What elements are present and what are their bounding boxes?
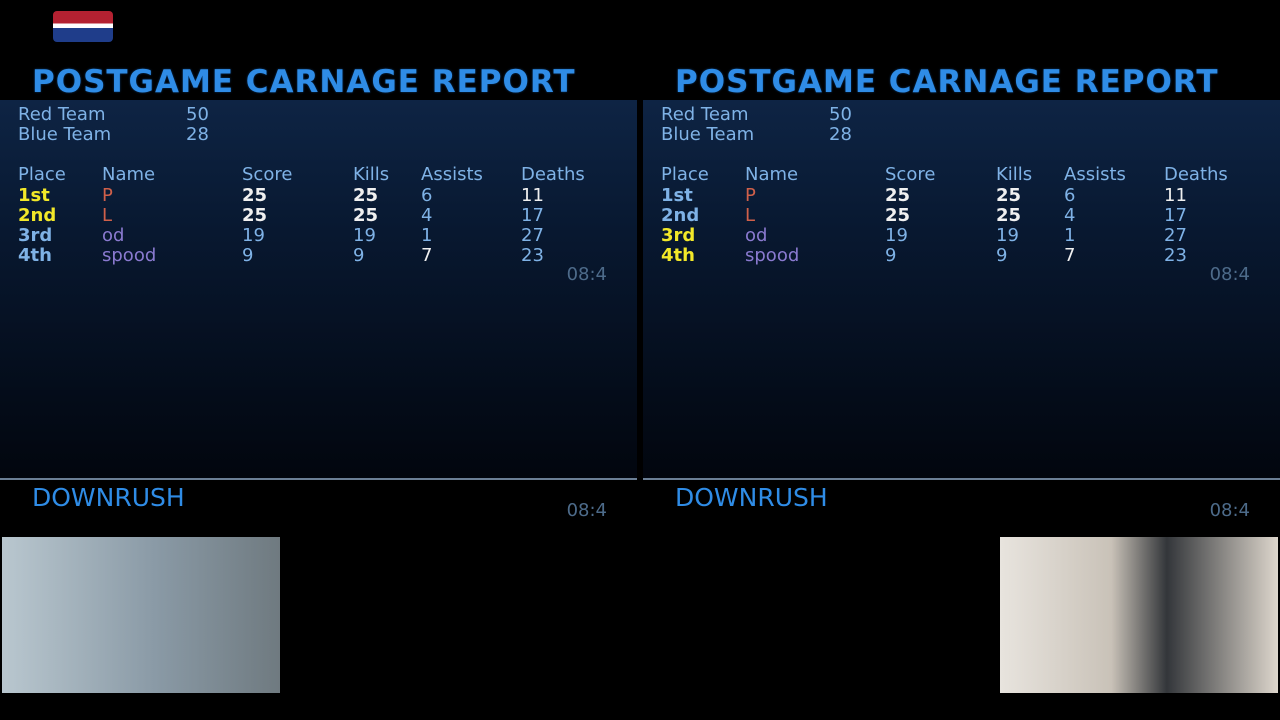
column-header: Assists — [1064, 164, 1126, 185]
column-header: Deaths — [1164, 164, 1228, 185]
stat-assists: 4 — [1064, 205, 1076, 226]
column-header: Score — [885, 164, 936, 185]
stat-deaths: 17 — [521, 205, 544, 226]
column-header: Kills — [353, 164, 390, 185]
team-name: Red Team — [18, 104, 106, 125]
stat-kills: 19 — [353, 225, 376, 246]
stat-kills: 25 — [996, 185, 1022, 206]
stat-place: 1st — [661, 185, 693, 206]
stat-deaths: 11 — [1164, 185, 1187, 206]
stat-place: 3rd — [18, 225, 53, 246]
stat-score: 19 — [242, 225, 265, 246]
stat-score: 9 — [242, 245, 254, 266]
stat-deaths: 23 — [1164, 245, 1187, 266]
stat-kills: 9 — [996, 245, 1008, 266]
stat-name: spood — [102, 245, 157, 266]
webcam — [2, 537, 280, 693]
stat-name: L — [745, 205, 756, 226]
stat-assists: 6 — [1064, 185, 1076, 206]
stat-name: spood — [745, 245, 800, 266]
map-timer: 08:4 — [566, 500, 607, 521]
logo — [53, 11, 113, 42]
map-name: DOWNRUSH — [32, 483, 185, 512]
report-panel: POSTGAME CARNAGE REPORT Red Team 50 Blue Te… — [0, 0, 637, 720]
report-panel: POSTGAME CARNAGE REPORT Red Team 50 Blue Te… — [643, 0, 1280, 720]
divider — [0, 478, 637, 480]
stat-assists: 7 — [1064, 245, 1076, 266]
stat-assists: 1 — [1064, 225, 1076, 246]
column-header: Place — [18, 164, 66, 185]
stat-kills: 19 — [996, 225, 1019, 246]
webcam — [1000, 537, 1278, 693]
column-header: Assists — [421, 164, 483, 185]
stat-assists: 7 — [421, 245, 433, 266]
stat-deaths: 17 — [1164, 205, 1187, 226]
stat-score: 25 — [242, 185, 268, 206]
stat-kills: 25 — [353, 185, 379, 206]
team-score: 50 — [829, 104, 852, 125]
game-timer: 08:4 — [1209, 264, 1250, 285]
column-header: Name — [745, 164, 799, 185]
column-header: Score — [242, 164, 293, 185]
stat-name: od — [745, 225, 768, 246]
game-timer: 08:4 — [566, 264, 607, 285]
divider — [643, 478, 1280, 480]
stat-place: 4th — [18, 245, 52, 266]
team-score: 50 — [186, 104, 209, 125]
map-timer: 08:4 — [1209, 500, 1250, 521]
team-score: 28 — [186, 124, 209, 145]
stat-deaths: 27 — [1164, 225, 1187, 246]
stat-kills: 25 — [353, 205, 379, 226]
stat-kills: 25 — [996, 205, 1022, 226]
stat-place: 3rd — [661, 225, 696, 246]
panel-background — [0, 100, 637, 478]
panel-background — [643, 100, 1280, 478]
report-title: POSTGAME CARNAGE REPORT — [32, 64, 576, 100]
stat-score: 9 — [885, 245, 897, 266]
stat-score: 25 — [885, 205, 911, 226]
team-score: 28 — [829, 124, 852, 145]
stat-place: 1st — [18, 185, 50, 206]
stat-score: 25 — [242, 205, 268, 226]
stat-name: P — [745, 185, 756, 206]
stat-assists: 6 — [421, 185, 433, 206]
stat-deaths: 27 — [521, 225, 544, 246]
team-name: Red Team — [661, 104, 749, 125]
team-name: Blue Team — [18, 124, 112, 145]
stat-name: od — [102, 225, 125, 246]
stat-kills: 9 — [353, 245, 365, 266]
stat-name: L — [102, 205, 113, 226]
column-header: Name — [102, 164, 156, 185]
stat-place: 4th — [661, 245, 695, 266]
stat-assists: 4 — [421, 205, 433, 226]
map-name: DOWNRUSH — [675, 483, 828, 512]
stat-deaths: 11 — [521, 185, 544, 206]
stat-place: 2nd — [661, 205, 700, 226]
column-header: Kills — [996, 164, 1033, 185]
team-name: Blue Team — [661, 124, 755, 145]
stat-score: 25 — [885, 185, 911, 206]
stat-score: 19 — [885, 225, 908, 246]
stat-place: 2nd — [18, 205, 57, 226]
stat-deaths: 23 — [521, 245, 544, 266]
column-header: Place — [661, 164, 709, 185]
report-title: POSTGAME CARNAGE REPORT — [675, 64, 1219, 100]
stat-name: P — [102, 185, 113, 206]
column-header: Deaths — [521, 164, 585, 185]
stat-assists: 1 — [421, 225, 433, 246]
